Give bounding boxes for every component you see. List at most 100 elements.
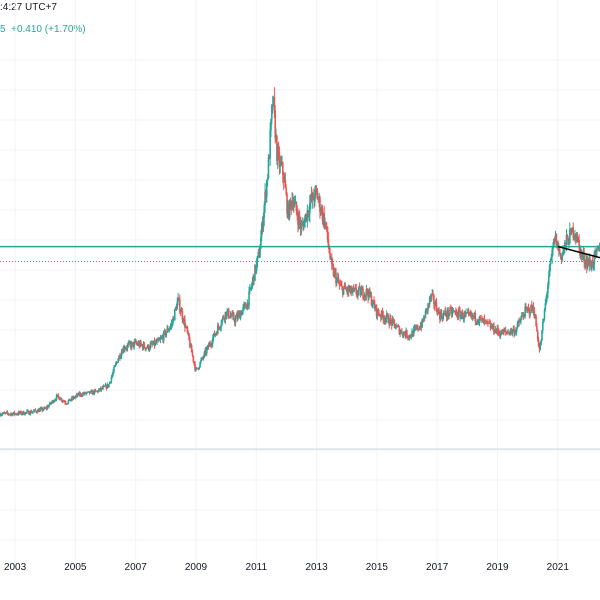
candle-body [276,135,278,161]
candle-body [385,318,387,321]
candle-body [336,278,339,280]
candle-body [500,330,503,335]
candle-body [282,174,285,182]
candle-body [453,310,455,312]
candle-body [200,360,202,363]
candle-body [155,341,157,343]
candle-body [139,341,141,347]
candle-body [192,355,195,362]
candle-body [0,414,3,416]
candle-body [57,394,60,397]
candle-body [184,319,186,328]
candle-body [578,240,580,246]
candle-body [378,313,380,316]
candle-body [71,397,74,399]
candle-body [596,248,599,250]
candle-body [246,302,249,310]
candle-body [444,311,446,314]
candle-body [104,384,107,387]
candle-body [377,309,380,314]
candle-body [437,309,439,315]
candle-body [450,308,453,314]
candle-body [170,323,173,326]
candle-body [359,287,362,296]
candlestick-series [0,87,600,417]
candle-body [489,323,492,329]
candle-body [446,309,449,317]
candle-body [471,313,473,317]
candle-body [565,235,568,246]
candle-body [588,259,591,266]
candle-body [93,390,96,394]
candle-body [253,275,255,281]
candle-body [218,327,221,329]
candle-body [450,308,452,310]
candle-body [21,411,24,414]
candle-body [461,312,464,319]
candle-body [194,363,196,370]
candle-body [167,328,169,332]
candle-body [321,208,324,221]
candle-body [46,406,49,409]
candle-body [86,391,89,393]
candle-body [491,325,493,329]
candle-body [162,331,165,341]
candle-body [110,377,113,382]
candle-body [287,204,289,214]
candle-body [418,328,421,330]
candle-body [309,203,311,214]
candle-body [471,315,474,317]
candle-body [379,315,381,317]
candle-body [327,239,330,247]
candle-body [404,333,407,337]
candle-body [19,411,22,414]
candle-body [141,344,143,346]
x-axis: 2003 2005 2007 2009 2011 2013 2015 2017 2019 2021 [4,562,569,573]
x-tick-label: 2013 [305,562,328,573]
candle-body [119,355,121,359]
candle-body [53,400,55,403]
candle-body [126,344,129,349]
candle-body [399,331,401,335]
candle-body [566,235,569,239]
candle-body [542,318,545,323]
candle-body [149,344,152,349]
candle-body [86,392,88,394]
candle-body [137,342,140,346]
candle-body [394,323,396,329]
candle-body [395,327,397,329]
candle-body [363,294,366,298]
candle-body [55,395,58,400]
candle-body [33,409,36,411]
candle-body [365,289,368,296]
candle-body [493,332,496,334]
candle-body [59,399,61,401]
candle-body [433,304,436,306]
candle-body [544,303,547,310]
x-tick-label: 2021 [547,562,570,573]
candle-body [88,391,91,394]
candle-body [444,311,447,316]
candle-body [478,316,481,322]
candle-body [9,414,11,416]
candle-body [468,312,471,314]
candle-body [291,200,293,208]
candle-body [36,411,38,413]
candle-body [341,285,343,287]
candle-body [293,201,296,205]
candle-body [190,345,193,353]
candle-body [98,388,101,390]
candle-body [435,302,438,311]
candle-body [158,339,161,341]
candle-body [376,309,379,316]
candle-body [238,312,241,319]
candle-body [392,319,395,321]
candle-body [355,288,358,294]
candle-body [357,291,359,295]
candle-body [16,414,19,416]
candle-body [419,325,422,330]
candle-body [517,321,520,323]
x-tick-label: 2011 [246,562,268,573]
candle-body [362,288,364,298]
